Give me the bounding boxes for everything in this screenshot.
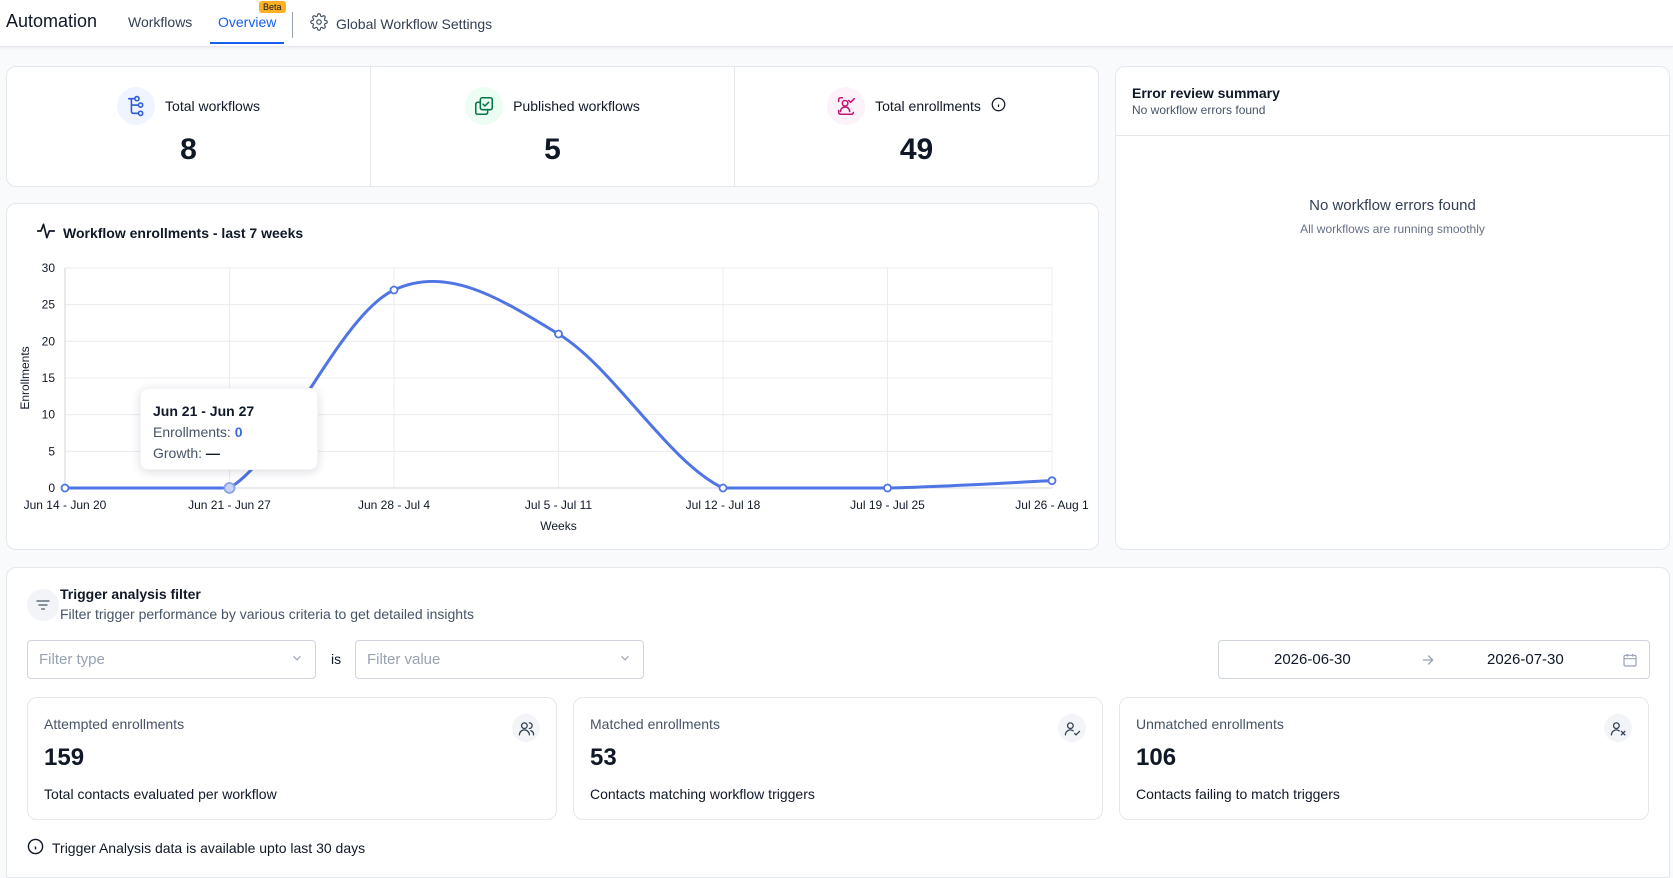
y-tick-label: 25 [42, 298, 56, 312]
gear-icon [310, 13, 328, 34]
stat-label: Total workflows [165, 98, 260, 114]
metric-value: 106 [1136, 744, 1177, 771]
data-point [883, 483, 892, 493]
nav-divider [292, 12, 293, 38]
data-point [718, 483, 728, 493]
x-axis-label: Weeks [540, 519, 576, 533]
tab-workflows[interactable]: Workflows [128, 14, 193, 30]
note-text: Trigger Analysis data is available upto … [52, 840, 366, 856]
user-check-icon [1058, 714, 1086, 742]
arrow-right-icon [1420, 652, 1436, 672]
y-tick-label: 15 [42, 371, 56, 385]
filter-value-placeholder: Filter value [367, 651, 441, 668]
metric-description: Contacts matching workflow triggers [590, 786, 815, 802]
stat-value: 49 [899, 133, 934, 166]
filter-value-select[interactable]: Filter value [355, 640, 644, 679]
x-tick-label: Jun 21 - Jun 27 [188, 498, 271, 512]
error-review-card: Error review summary No workflow errors … [1115, 66, 1670, 550]
x-tick-label: Jul 5 - Jul 11 [525, 498, 592, 512]
chart-title-text: Workflow enrollments - last 7 weeks [63, 224, 304, 241]
error-review-subtitle: No workflow errors found [1132, 103, 1266, 117]
x-tick-label: Jul 12 - Jul 18 [686, 498, 761, 512]
metric-attempted-enrollments: Attempted enrollments 159 Total contacts… [27, 697, 557, 820]
error-review-header: Error review summary No workflow errors … [1116, 67, 1669, 136]
chart-tooltip: Jun 21 - Jun 27 Enrollments: 0 Growth: — [140, 388, 318, 470]
trigger-subtitle: Filter trigger performance by various cr… [60, 606, 474, 622]
error-review-title: Error review summary [1132, 85, 1280, 101]
stat-published-workflows: Published workflows 5 [370, 67, 734, 186]
tooltip-enrollments-value: 0 [234, 424, 243, 440]
trigger-analysis-card: Trigger analysis filter Filter trigger p… [6, 567, 1670, 878]
stat-total-enrollments: Total enrollments 49 [734, 67, 1098, 186]
user-check-icon [827, 87, 866, 125]
data-point [554, 329, 563, 339]
y-tick-label: 5 [48, 444, 55, 458]
y-tick-label: 10 [42, 408, 56, 422]
user-x-icon [1604, 714, 1632, 742]
info-icon [27, 838, 44, 858]
tab-overview[interactable]: Overview [218, 14, 277, 30]
date-to[interactable]: 2026-07-30 [1487, 651, 1564, 668]
settings-label: Global Workflow Settings [336, 15, 493, 32]
y-tick-label: 0 [48, 481, 55, 495]
workflow-tree-icon [117, 87, 156, 125]
enrollments-line-chart[interactable]: 0 5 10 15 20 25 30 Jun 14 - Jun 20 Jun 21 - Jun … [7, 204, 1100, 551]
y-axis-label: Enrollments [18, 346, 32, 409]
filter-type-placeholder: Filter type [39, 651, 105, 668]
y-tick-label: 20 [42, 334, 56, 348]
data-point [60, 483, 70, 493]
tooltip-title: Jun 21 - Jun 27 [153, 403, 255, 419]
x-tick-label: Jun 14 - Jun 20 [24, 498, 107, 512]
date-range-picker[interactable]: 2026-06-30 2026-07-30 [1218, 640, 1650, 679]
trigger-analysis-note: Trigger Analysis data is available upto … [27, 838, 365, 858]
y-tick-label: 30 [42, 261, 56, 275]
metric-description: Total contacts evaluated per workflow [44, 786, 277, 802]
data-point [1047, 476, 1057, 486]
metric-label: Attempted enrollments [44, 716, 185, 732]
global-workflow-settings-link[interactable]: Global Workflow Settings [310, 13, 492, 34]
chevron-down-icon [290, 651, 304, 669]
active-tab-indicator [210, 42, 284, 44]
empty-state-subtitle: All workflows are running smoothly [1300, 222, 1485, 236]
published-copy-icon [465, 87, 504, 125]
stat-label: Total enrollments [875, 98, 981, 114]
enrollments-chart-card: Workflow enrollments - last 7 weeks 0 5 10… [6, 203, 1099, 550]
metric-matched-enrollments: Matched enrollments 53 Contacts matching… [573, 697, 1103, 820]
chart-title: Workflow enrollments - last 7 weeks [35, 221, 303, 244]
stat-value: 5 [544, 133, 561, 166]
stats-card: Total workflows 8 Published workflows 5 … [6, 66, 1099, 187]
tooltip-enrollments-label: Enrollments: [153, 424, 231, 440]
data-point [389, 285, 399, 295]
date-from[interactable]: 2026-06-30 [1274, 651, 1351, 668]
stat-value: 8 [180, 133, 197, 166]
beta-badge: Beta [259, 1, 286, 13]
filter-type-select[interactable]: Filter type [27, 640, 316, 679]
top-nav: Automation Workflows Overview Beta Globa… [0, 0, 1673, 47]
filter-icon [27, 589, 59, 621]
users-icon [512, 714, 540, 742]
x-tick-label: Jun 28 - Jul 4 [358, 498, 430, 512]
activity-icon [35, 221, 57, 244]
x-tick-label: Jul 19 - Jul 25 [850, 498, 925, 512]
stat-label: Published workflows [513, 98, 640, 114]
is-label: is [331, 651, 342, 667]
tooltip-growth-label: Growth: [153, 445, 203, 461]
empty-state-title: No workflow errors found [1309, 197, 1476, 214]
tooltip-growth-value: — [205, 445, 220, 461]
metric-value: 53 [590, 744, 617, 771]
calendar-icon[interactable] [1622, 652, 1638, 672]
data-point-highlighted [223, 482, 236, 494]
chevron-down-icon [618, 651, 632, 669]
x-tick-label: Jul 26 - Aug 1 [1015, 498, 1089, 512]
metric-description: Contacts failing to match triggers [1136, 786, 1340, 802]
metric-label: Unmatched enrollments [1136, 716, 1284, 732]
trigger-title: Trigger analysis filter [60, 586, 201, 602]
info-icon[interactable] [991, 97, 1006, 115]
metric-value: 159 [44, 744, 85, 771]
metric-unmatched-enrollments: Unmatched enrollments 106 Contacts faili… [1119, 697, 1649, 820]
app-title: Automation [6, 11, 98, 31]
stat-total-workflows: Total workflows 8 [7, 67, 370, 186]
metric-label: Matched enrollments [590, 716, 720, 732]
